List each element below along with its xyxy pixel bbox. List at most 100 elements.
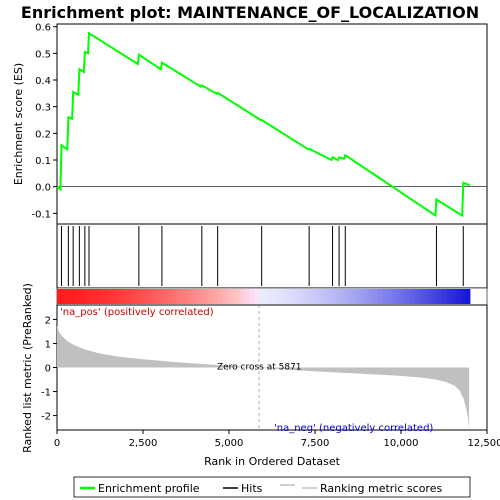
band-segment [387, 289, 393, 304]
band-segment [217, 289, 223, 304]
band-segment [167, 289, 173, 304]
band-segment [199, 289, 205, 304]
band-segment [290, 289, 297, 304]
band-segment [79, 289, 86, 304]
es-y-tick-label: 0.4 [35, 76, 51, 87]
ranking-color-band [56, 287, 488, 306]
band-segment [368, 289, 375, 304]
band-segment [359, 289, 365, 304]
band-segment [84, 289, 90, 304]
band-segment [231, 289, 237, 304]
band-segment [350, 289, 356, 304]
band-segment [277, 289, 283, 304]
negative-label: 'na_neg' (negatively correlated) [274, 423, 433, 434]
band-segment [194, 289, 200, 304]
band-segment [364, 289, 370, 304]
band-segment [171, 289, 177, 304]
es-y-tick-label: 0.0 [35, 183, 51, 194]
band-segment [130, 289, 136, 304]
legend: Enrichment profile Hits Ranking metric s… [73, 476, 471, 498]
band-segment [323, 289, 329, 304]
band-segment [433, 289, 439, 304]
band-segment [240, 289, 246, 304]
band-segment [309, 289, 315, 304]
band-segment [460, 289, 466, 304]
band-segment [267, 289, 274, 304]
band-segment [272, 289, 278, 304]
band-segment [70, 289, 76, 304]
band-segment [295, 289, 301, 304]
band-segment [313, 289, 320, 304]
band-segment [410, 289, 416, 304]
band-segment [254, 289, 260, 304]
band-segment [134, 289, 141, 304]
band-segment [75, 289, 81, 304]
es-y-tick-label: 0.1 [35, 156, 51, 167]
band-segment [153, 289, 159, 304]
es-y-tick-label: -0.1 [31, 209, 51, 220]
band-segment [139, 289, 145, 304]
x-tick-label: 5,000 [215, 438, 244, 449]
band-segment [208, 289, 214, 304]
x-axis-label: Rank in Ordered Dataset [204, 455, 341, 468]
band-segment [355, 289, 361, 304]
x-tick-label: 7,500 [301, 438, 330, 449]
band-segment [226, 289, 232, 304]
band-segment [185, 289, 191, 304]
band-segment [107, 289, 113, 304]
band-segment [249, 289, 255, 304]
band-segment [437, 289, 443, 304]
x-tick-label: 0 [54, 438, 60, 449]
band-segment [116, 289, 122, 304]
band-segment [456, 289, 462, 304]
legend-label-hits: Hits [241, 482, 263, 495]
band-segment [57, 289, 63, 304]
metric-y-tick-label: 0 [45, 364, 51, 375]
band-segment [451, 289, 457, 304]
band-segment [446, 289, 453, 304]
es-y-tick-label: 0.2 [35, 129, 51, 140]
legend-label-metric: Ranking metric scores [320, 482, 442, 495]
band-segment [304, 289, 310, 304]
band-segment [373, 289, 379, 304]
band-segment [419, 289, 425, 304]
band-segment [401, 289, 407, 304]
band-segment [180, 289, 187, 304]
band-segment [102, 289, 109, 304]
band-segment [162, 289, 168, 304]
band-segment [327, 289, 333, 304]
metric-y-tick-label: 1 [45, 339, 51, 350]
band-segment [98, 289, 104, 304]
band-segment [332, 289, 338, 304]
band-segment [405, 289, 411, 304]
zero-cross-label: Zero cross at 5871 [217, 363, 302, 373]
legend-frame [73, 476, 471, 498]
band-segment [212, 289, 219, 304]
band-segment [61, 289, 67, 304]
band-segment [245, 289, 251, 304]
x-tick-label: 2,500 [129, 438, 158, 449]
es-y-tick-label: 0.3 [35, 103, 51, 114]
band-segment [341, 289, 347, 304]
band-segment [258, 289, 264, 304]
band-segment [263, 289, 269, 304]
x-tick-label: 12,500 [468, 438, 500, 449]
enrichment-score-panel: -0.1 0.0 0.1 0.2 0.3 0.4 0.5 0.6 Enrichment sco… [12, 23, 488, 225]
x-tick-label: 10,000 [384, 438, 419, 449]
hits-panel-frame [56, 223, 488, 289]
ranked-metric-panel: -2 -1 0 1 2 Zero cross at 5871 'na_pos' (pos… [21, 283, 500, 468]
band-segment [391, 289, 398, 304]
band-segment [125, 289, 131, 304]
band-segment [396, 289, 402, 304]
enrichment-profile-line [56, 31, 471, 218]
es-y-tick-label: 0.6 [35, 23, 51, 34]
band-segment [112, 289, 118, 304]
band-segment [300, 289, 306, 304]
band-segment [157, 289, 164, 304]
band-segment [281, 289, 287, 304]
band-segment [423, 289, 430, 304]
hits-panel [56, 223, 488, 289]
band-segment [336, 289, 342, 304]
positive-label: 'na_pos' (positively correlated) [60, 307, 214, 318]
